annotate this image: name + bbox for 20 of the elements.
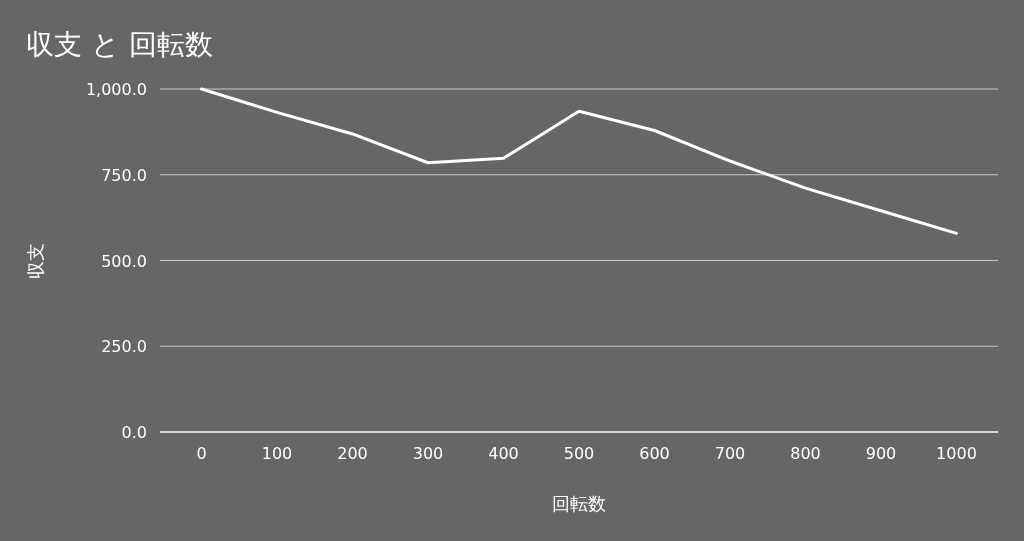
x-axis-title: 回転数 — [552, 493, 606, 514]
chart-title: 収支 と 回転数 — [26, 28, 213, 61]
y-tick-label: 750.0 — [101, 165, 147, 185]
x-tick-label: 400 — [488, 444, 519, 463]
x-tick-label: 700 — [714, 444, 746, 463]
x-tick-label: 500 — [563, 444, 595, 463]
line-series — [200, 87, 958, 235]
x-tick-label: 1000 — [936, 444, 977, 463]
x-tick-label: 600 — [639, 444, 670, 463]
y-axis-title: 収支 — [25, 242, 46, 279]
y-tick-label: 250.0 — [101, 337, 147, 357]
x-tick-label: 300 — [412, 444, 444, 463]
y-tick-label: 1,000.0 — [85, 80, 147, 99]
x-tick-label: 0 — [196, 444, 207, 463]
x-tick-label: 900 — [865, 444, 897, 463]
x-tick-label: 800 — [790, 444, 821, 463]
x-tick-label: 100 — [261, 444, 293, 463]
y-tick-label: 500.0 — [101, 251, 147, 271]
y-tick-label: 0.0 — [121, 423, 147, 442]
x-tick-label: 200 — [337, 444, 368, 463]
